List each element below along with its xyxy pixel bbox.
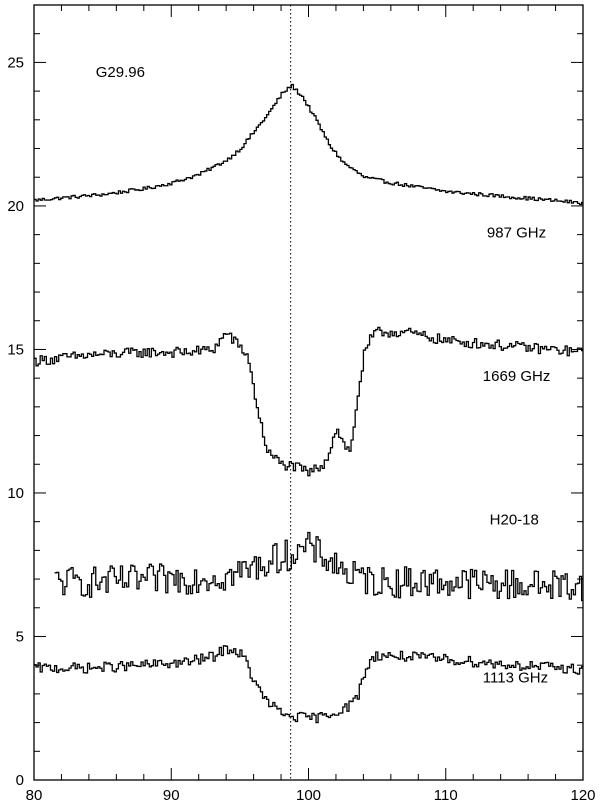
spectrum-line-3 [54,531,583,602]
annotation-label: 987 GHz [487,225,546,242]
spectrum-line-2 [34,326,583,477]
annotation-label: 1113 GHz [483,669,548,686]
x-tick-label: 100 [296,787,321,804]
x-tick-label: 110 [434,787,458,804]
y-tick-label: 25 [7,54,24,71]
x-tick-label: 80 [26,787,43,804]
x-tick-label: 90 [163,787,180,804]
y-tick-label: 15 [7,341,24,358]
plot-frame [33,4,584,781]
spectrum-line-1 [34,83,583,206]
y-tick-label: 0 [16,772,24,789]
annotation-label: 1669 GHz [483,368,551,385]
y-tick-label: 5 [16,628,24,645]
y-tick-label: 10 [7,485,24,502]
y-tick-label: 20 [7,198,24,215]
x-tick-label: 120 [570,787,595,804]
annotation-label: H20-18 [490,512,539,529]
spectrum-line-4 [34,645,583,724]
annotation-label: G29.96 [96,64,145,81]
